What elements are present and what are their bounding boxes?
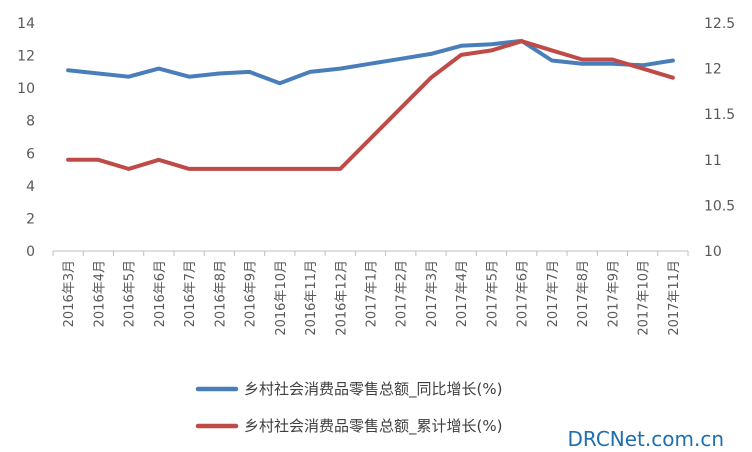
x-tick-label: 2017年2月 — [395, 260, 410, 327]
legend-item-yoy: 乡村社会消费品零售总额_同比增长(%) — [195, 380, 502, 399]
left-tick-label: 6 — [26, 146, 35, 162]
x-tick-label: 2017年8月 — [576, 260, 591, 327]
x-tick-label: 2016年12月 — [334, 260, 349, 336]
watermark: DRCNet.com.cn — [568, 427, 724, 451]
x-axis-ticks: 2016年3月 2016年4月 2016年5月 2016年6月 2016年7月 2016年… — [52, 251, 689, 336]
x-tick-label: 2016年3月 — [62, 260, 77, 327]
left-tick-label: 14 — [17, 16, 35, 32]
left-tick-label: 10 — [17, 81, 35, 97]
x-tick-label: 2016年8月 — [213, 260, 228, 327]
series-line-yoy — [66, 38, 675, 86]
right-tick-label: 12.5 — [704, 16, 735, 32]
x-tick-label: 2017年1月 — [365, 260, 380, 327]
x-tick-label: 2017年4月 — [455, 260, 470, 327]
legend-label-yoy: 乡村社会消费品零售总额_同比增长(%) — [244, 380, 502, 399]
x-tick-label: 2016年10月 — [274, 260, 289, 336]
right-tick-label: 10 — [704, 244, 722, 260]
x-tick-label: 2016年9月 — [244, 260, 259, 327]
x-tick-label: 2017年5月 — [485, 260, 500, 327]
left-tick-label: 12 — [17, 49, 35, 65]
x-tick-label: 2017年9月 — [606, 260, 621, 327]
right-tick-label: 11 — [704, 153, 722, 169]
x-tick-label: 2016年7月 — [183, 260, 198, 327]
x-tick-label: 2017年6月 — [516, 260, 531, 327]
left-axis-ticks: 0 2 4 6 8 10 12 14 — [17, 16, 35, 260]
legend: 乡村社会消费品零售总额_同比增长(%) 乡村社会消费品零售总额_累计增长(%) — [195, 380, 502, 436]
right-tick-label: 10.5 — [704, 198, 735, 214]
left-tick-label: 2 — [26, 211, 35, 227]
x-tick-label: 2016年6月 — [153, 260, 168, 327]
x-tick-label: 2017年11月 — [667, 260, 682, 336]
x-tick-label: 2016年11月 — [304, 260, 319, 336]
x-tick-label: 2017年7月 — [546, 260, 561, 327]
right-axis-ticks: 10 10.5 11 11.5 12 12.5 — [704, 16, 735, 260]
series-line-cumulative — [66, 39, 675, 171]
x-tick-label: 2017年10月 — [637, 260, 652, 336]
left-tick-label: 4 — [26, 179, 35, 195]
series-layer — [66, 38, 675, 171]
x-tick-label: 2017年3月 — [425, 260, 440, 327]
x-tick-label: 2016年5月 — [123, 260, 138, 327]
legend-item-cumulative: 乡村社会消费品零售总额_累计增长(%) — [195, 417, 502, 436]
legend-label-cumulative: 乡村社会消费品零售总额_累计增长(%) — [244, 417, 502, 436]
right-tick-label: 12 — [704, 62, 722, 78]
right-tick-label: 11.5 — [704, 107, 735, 123]
left-tick-label: 8 — [26, 114, 35, 130]
x-tick-label: 2016年4月 — [92, 260, 107, 327]
left-tick-label: 0 — [26, 244, 35, 260]
